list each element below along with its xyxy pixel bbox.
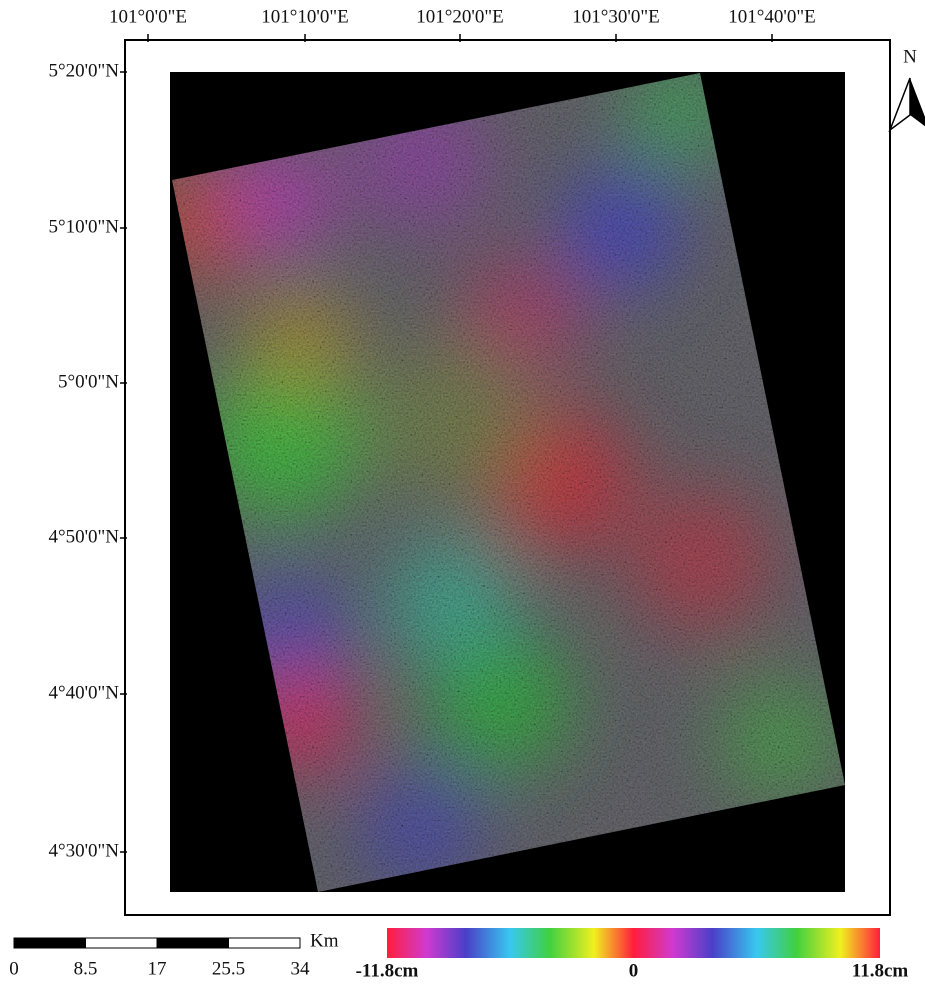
- longitude-label: 101°30'0"E: [572, 6, 659, 27]
- latitude-label: 5°0'0"N: [58, 371, 119, 392]
- latitude-label: 4°50'0"N: [49, 526, 120, 547]
- longitude-label: 101°40'0"E: [728, 6, 815, 27]
- scale-label: 17: [148, 958, 167, 979]
- longitude-label: 101°20'0"E: [416, 6, 503, 27]
- longitude-label: 101°0'0"E: [109, 6, 187, 27]
- color-bar-label: -11.8cm: [356, 960, 419, 981]
- color-bar-label: 11.8cm: [852, 960, 909, 981]
- scale-label: 34: [291, 958, 311, 979]
- north-label: N: [903, 46, 917, 67]
- latitude-label: 4°40'0"N: [49, 682, 120, 703]
- scale-label: 0: [9, 958, 19, 979]
- longitude-label: 101°10'0"E: [261, 6, 348, 27]
- color-bar: [387, 928, 880, 958]
- scale-segment: [157, 938, 229, 948]
- scale-label: 25.5: [212, 958, 245, 979]
- scale-unit: Km: [310, 930, 339, 951]
- color-bar-label: 0: [629, 960, 639, 981]
- north-arrow: [890, 78, 925, 130]
- latitude-label: 4°30'0"N: [49, 840, 120, 861]
- scale-label: 8.5: [74, 958, 98, 979]
- scale-segment: [229, 938, 301, 948]
- scale-segment: [14, 938, 86, 948]
- scale-segment: [86, 938, 158, 948]
- latitude-label: 5°20'0"N: [49, 60, 120, 81]
- latitude-label: 5°10'0"N: [49, 216, 120, 237]
- map-figure: N Km 101°0'0"E 101°10'0"E 101°20'0"E 101°30…: [0, 0, 925, 985]
